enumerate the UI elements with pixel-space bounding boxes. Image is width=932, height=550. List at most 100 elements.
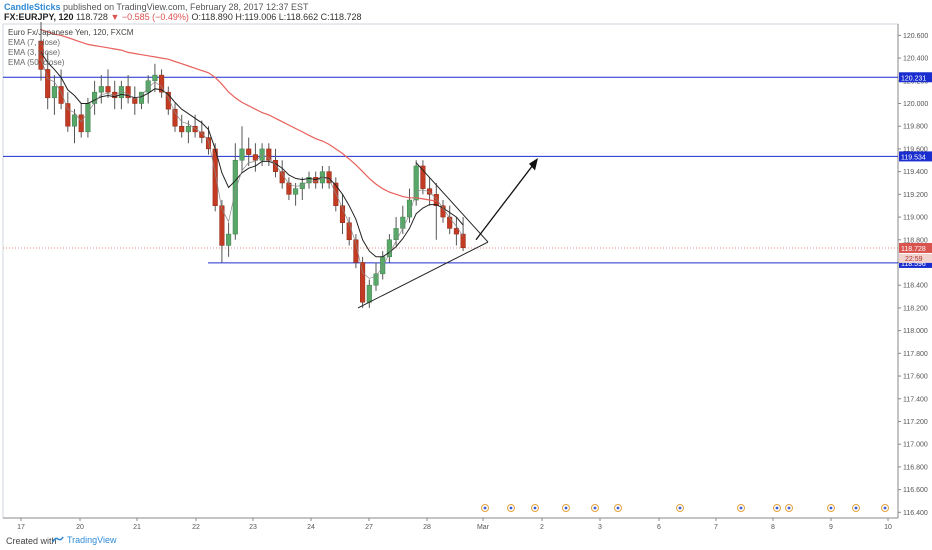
candle-body — [306, 177, 312, 184]
legend-entry: EMA (50, close) — [8, 58, 65, 67]
y-tick-label: 119.000 — [903, 215, 928, 222]
publish-line: CandleSticks published on TradingView.co… — [4, 2, 309, 12]
economic-event-dot — [829, 506, 833, 510]
candle-body — [346, 222, 352, 241]
open-label: O:118.890 — [191, 12, 233, 22]
price-chart[interactable]: 120.600120.400120.200120.000119.800119.6… — [0, 22, 932, 534]
y-tick-label: 119.800 — [903, 124, 928, 131]
y-tick-label: 119.200 — [903, 192, 928, 199]
author-link[interactable]: CandleSticks — [4, 2, 61, 12]
candle-body — [460, 233, 466, 248]
x-tick-label: 8 — [771, 524, 775, 531]
candle-body — [353, 239, 359, 263]
created-with-text: Created with — [6, 536, 57, 546]
candle-body — [125, 86, 131, 99]
candle-body — [266, 148, 272, 161]
y-tick-label: 118.000 — [903, 328, 928, 335]
y-tick-label: 117.400 — [903, 396, 928, 403]
x-tick-label: 28 — [423, 524, 431, 531]
economic-event-dot — [483, 506, 487, 510]
candle-body — [199, 131, 205, 138]
y-tick-label: 116.800 — [903, 464, 928, 471]
candle-body — [447, 216, 453, 229]
economic-event-dot — [739, 506, 743, 510]
candle-body — [366, 284, 372, 303]
candle-body — [98, 86, 104, 93]
candle-body — [71, 114, 78, 127]
chart-title: Euro Fx/Japanese Yen, 120, FXCM — [8, 28, 134, 37]
bar-timer-tag — [899, 253, 932, 263]
legend-entry: EMA (3, close) — [8, 48, 60, 57]
upper-trendline — [415, 162, 489, 243]
chart-header: CandleSticks published on TradingView.co… — [0, 0, 932, 22]
change-label: −0.585 (−0.49%) — [121, 12, 189, 22]
last-price-label: 118.728 — [76, 12, 108, 22]
x-tick-label: 9 — [829, 524, 833, 531]
y-tick-label: 119.600 — [903, 146, 928, 153]
candle-body — [85, 103, 91, 133]
economic-event-dot — [593, 506, 597, 510]
symbol-line: FX:EURJPY, 120 118.728 ▼ −0.585 (−0.49%)… — [4, 12, 362, 22]
y-tick-label: 118.200 — [903, 305, 928, 312]
candle-body — [159, 74, 165, 93]
level-price-label: 119.534 — [901, 154, 926, 161]
candle-body — [333, 182, 339, 206]
candle-body — [145, 80, 151, 93]
candle-body — [400, 216, 406, 229]
candle-body — [286, 182, 292, 195]
candle-body — [393, 228, 399, 241]
x-tick-label: 10 — [884, 524, 892, 531]
candle-body — [152, 74, 158, 82]
candle-body — [179, 125, 185, 133]
economic-event-dot — [678, 506, 682, 510]
x-tick-label: 24 — [307, 524, 315, 531]
candle-body — [293, 188, 299, 195]
candle-body — [406, 199, 413, 218]
candle-body — [92, 91, 98, 104]
symbol-label: FX:EURJPY, 120 — [4, 12, 74, 22]
tradingview-logo-icon — [52, 536, 64, 543]
candle-body — [252, 154, 258, 161]
economic-event-dot — [787, 506, 791, 510]
x-tick-label: 22 — [192, 524, 200, 531]
x-tick-label: 23 — [249, 524, 257, 531]
candle-body — [219, 205, 225, 246]
y-tick-label: 117.000 — [903, 442, 928, 449]
economic-event-dot — [509, 506, 513, 510]
ema-7-line — [40, 52, 464, 258]
candle-body — [326, 171, 332, 184]
candle-body — [185, 125, 191, 133]
low-label: L:118.662 — [278, 12, 319, 22]
footer: Created with TradingView — [0, 534, 932, 550]
candle-body — [239, 148, 245, 161]
candle-body — [51, 86, 57, 99]
down-arrow-icon: ▼ — [110, 12, 120, 22]
y-tick-label: 117.600 — [903, 374, 928, 381]
candle-body — [420, 165, 426, 189]
economic-event-dot — [616, 506, 620, 510]
candle-body — [380, 256, 386, 275]
candle-body — [413, 165, 419, 201]
candle-body — [226, 233, 232, 246]
candle-body — [453, 228, 459, 235]
candle-body — [172, 108, 178, 127]
economic-event-dot — [775, 506, 779, 510]
candle-body — [105, 86, 111, 93]
candle-body — [192, 125, 198, 133]
economic-event-dot — [533, 506, 537, 510]
y-tick-label: 118.800 — [903, 237, 928, 244]
candle-body — [45, 69, 51, 99]
x-tick-label: 2 — [540, 524, 544, 531]
legend-entry: EMA (7, close) — [8, 38, 60, 47]
ema-3-line — [40, 57, 464, 279]
tradingview-link[interactable]: TradingView — [52, 535, 117, 545]
y-tick-label: 120.000 — [903, 101, 928, 108]
projection-arrow-line — [475, 163, 535, 241]
high-label: H:119.006 — [235, 12, 277, 22]
last-price-label: 118.728 — [901, 246, 926, 253]
plot-area — [2, 23, 899, 519]
y-tick-label: 120.600 — [903, 33, 928, 40]
level-price-label: 118.596 — [901, 261, 926, 268]
x-tick-label: 27 — [365, 524, 373, 531]
x-tick-label: 21 — [133, 524, 141, 531]
